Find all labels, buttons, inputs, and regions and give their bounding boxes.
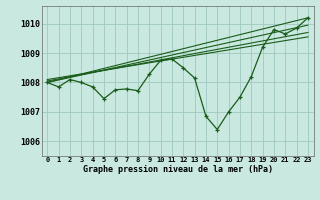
X-axis label: Graphe pression niveau de la mer (hPa): Graphe pression niveau de la mer (hPa) bbox=[83, 165, 273, 174]
